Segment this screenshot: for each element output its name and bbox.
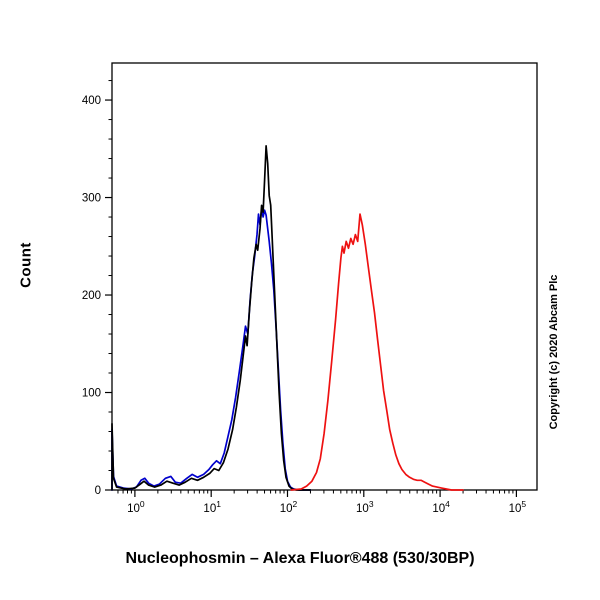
curve-blue-control xyxy=(111,208,312,491)
y-axis-tick-label: 0 xyxy=(95,485,101,497)
curve-red-stained xyxy=(290,213,464,491)
y-axis-tick-label: 100 xyxy=(82,388,101,400)
y-axis-tick-label: 300 xyxy=(82,193,101,205)
y-axis-tick-label: 200 xyxy=(82,290,101,302)
x-axis-tick-label: 104 xyxy=(432,499,450,515)
x-axis-tick-label: 103 xyxy=(356,499,374,515)
curve-black-control xyxy=(111,145,312,491)
copyright-text: Copyright (c) 2020 Abcam Plc xyxy=(548,274,560,430)
chart-title: Nucleophosmin – Alexa Fluor®488 (530/30B… xyxy=(125,550,475,567)
plot-border xyxy=(111,62,538,491)
x-axis-tick-label: 105 xyxy=(509,499,527,515)
x-axis-tick-label: 101 xyxy=(203,499,221,515)
y-axis-tick-label: 400 xyxy=(82,95,101,107)
x-axis-tick-label: 102 xyxy=(280,499,298,515)
x-axis-tick-label: 100 xyxy=(127,499,145,515)
